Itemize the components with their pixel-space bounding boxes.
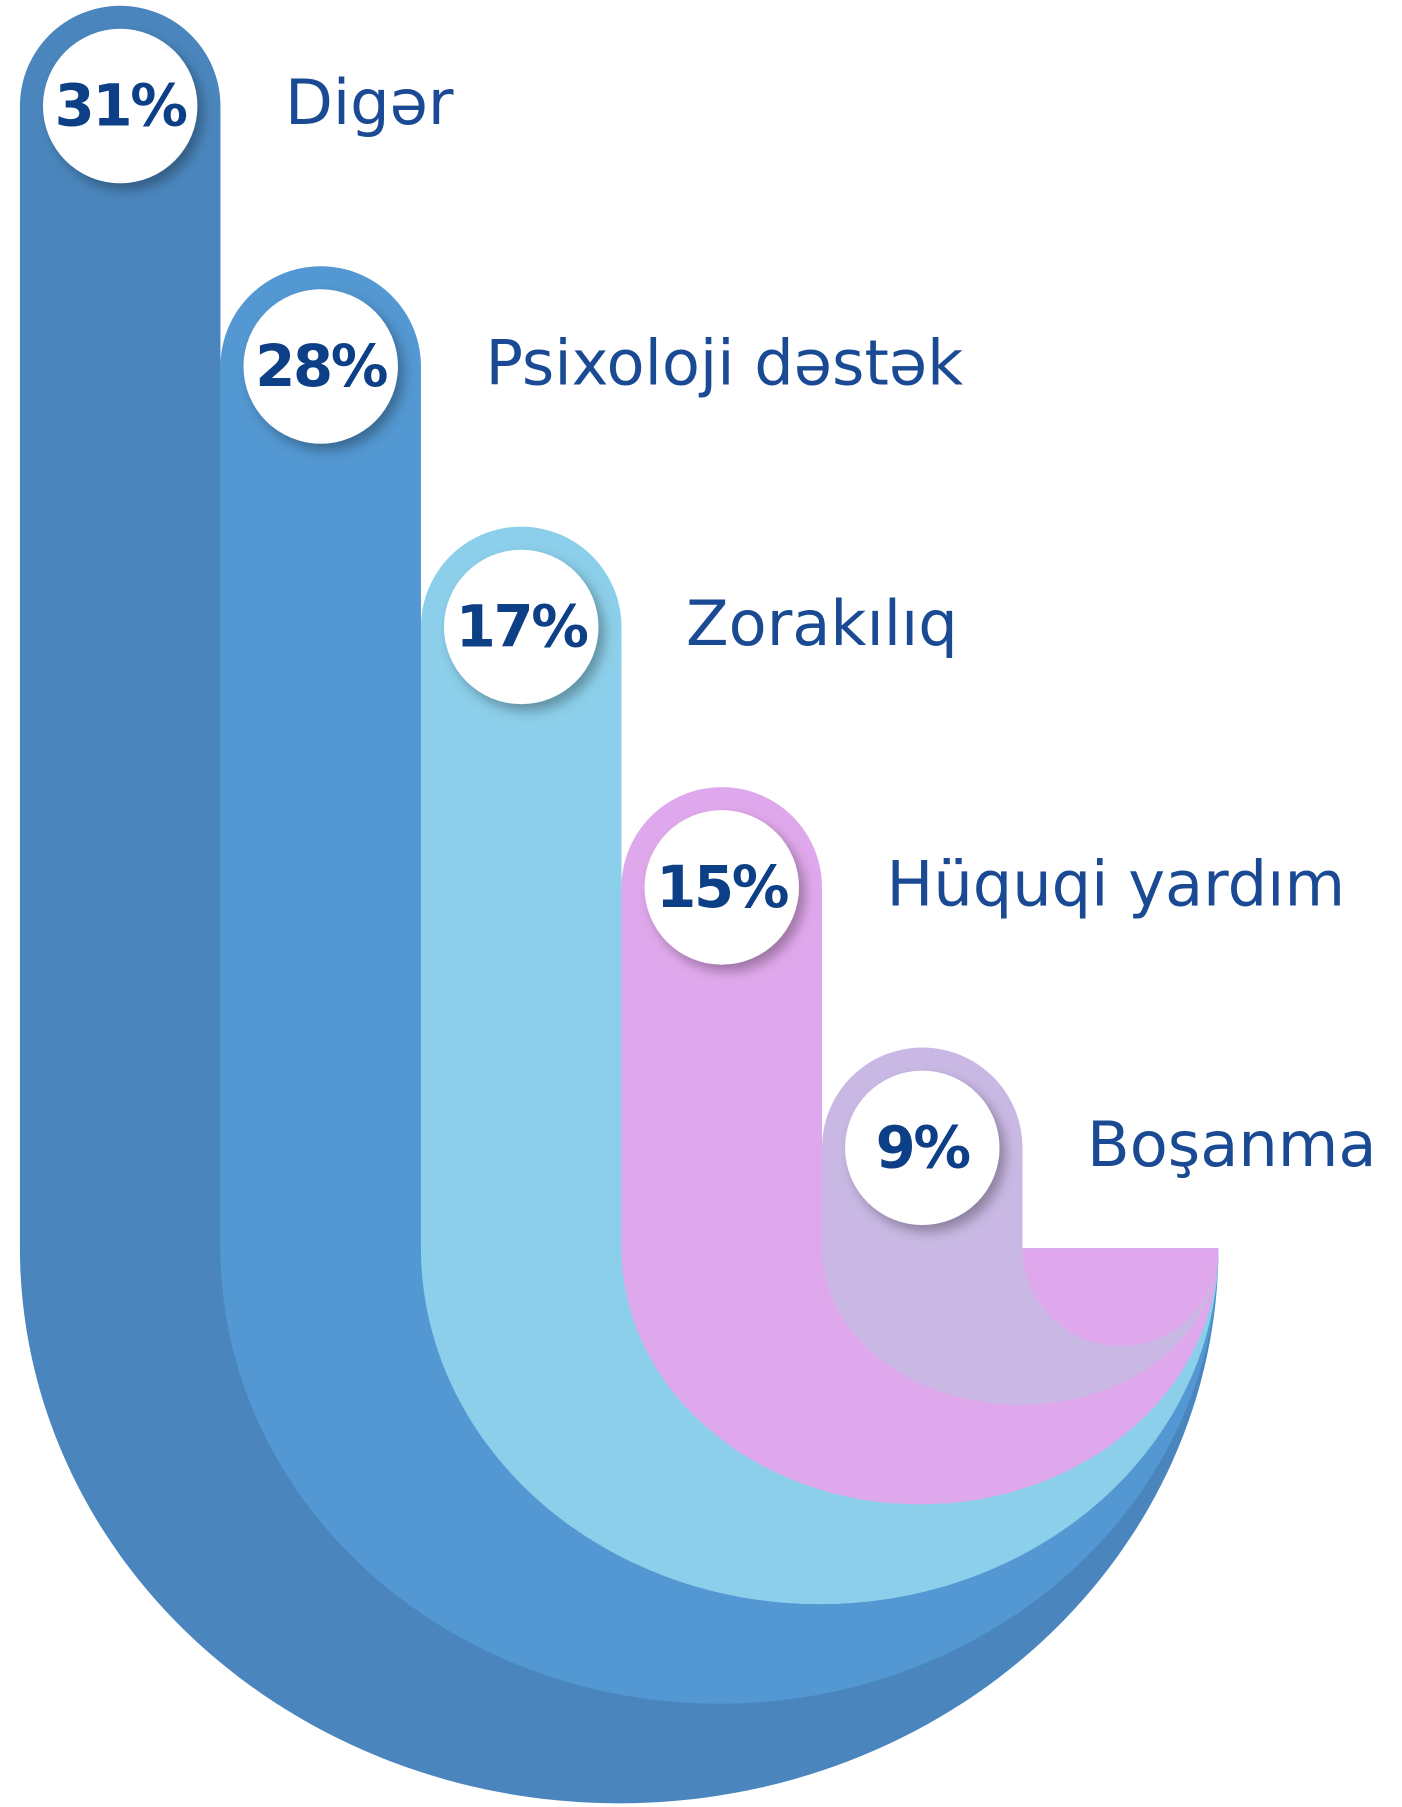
value-badge bbox=[644, 810, 799, 965]
category-label: Hüquqi yardım bbox=[887, 847, 1346, 920]
category-label: Zorakılıq bbox=[686, 587, 958, 660]
value-label: 31% bbox=[55, 73, 187, 140]
value-label: 15% bbox=[656, 854, 788, 921]
value-badge bbox=[845, 1070, 1000, 1226]
category-label: Boşanma bbox=[1087, 1108, 1376, 1181]
category-label: Digər bbox=[285, 66, 454, 139]
value-label: 28% bbox=[255, 333, 387, 400]
value-badge bbox=[42, 28, 198, 184]
value-badge bbox=[444, 549, 599, 705]
value-label: 9% bbox=[876, 1114, 970, 1181]
category-label: Psixoloji dəstək bbox=[485, 327, 963, 400]
value-badge bbox=[243, 289, 398, 444]
ribbon bbox=[621, 787, 1219, 1505]
value-label: 17% bbox=[456, 593, 588, 660]
